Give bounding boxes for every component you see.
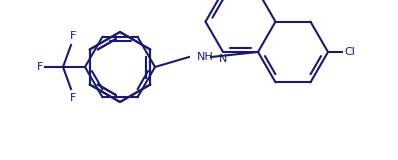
Text: Cl: Cl: [344, 47, 355, 57]
Text: F: F: [70, 93, 76, 103]
Text: F: F: [70, 31, 76, 41]
Text: NH: NH: [197, 52, 214, 62]
Text: N: N: [219, 54, 227, 64]
Text: F: F: [37, 62, 43, 72]
